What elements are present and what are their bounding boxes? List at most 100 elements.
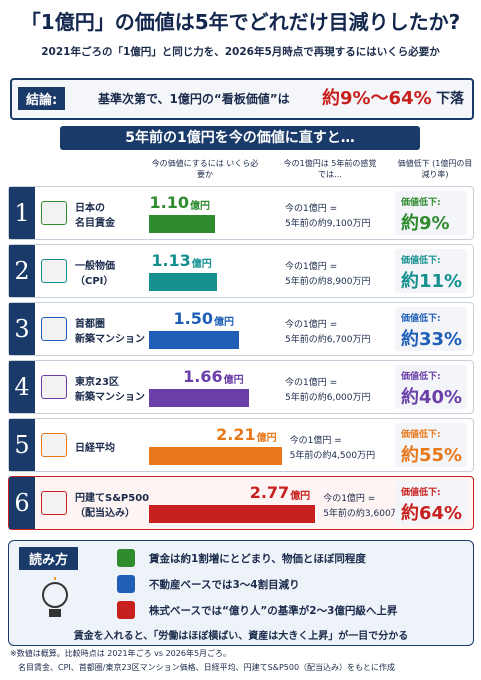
decline: 約33% xyxy=(401,329,463,350)
unit: 億円 xyxy=(191,259,212,270)
rank: 3 xyxy=(9,303,35,355)
amount: 2.21 xyxy=(216,425,256,444)
note: 名目賃金、CPI、首都圏/東京23区マンション価格、日経平均、円建てS&P500… xyxy=(18,663,395,672)
amount: 1.13 xyxy=(151,251,191,270)
decline: 約40% xyxy=(401,387,463,408)
row: 6 円建てS&P500 （配当込み） 2.77 億円 今の1億円 = 5年前の約3,600万… xyxy=(8,476,474,530)
column-header: 今の価値にするには いくら必要か xyxy=(151,159,259,179)
reading-box: 読み方 賃金は約1割増にとどまり、物価とほぼ同程度 不動産ベースでは3〜4割目減り… xyxy=(8,540,474,646)
item-name: 日経平均 xyxy=(75,443,115,454)
icon xyxy=(41,201,67,225)
item-name: 日本の xyxy=(75,203,105,214)
past-text: 5年前の約3,600万円 xyxy=(323,509,409,519)
subtitle: 2021年ごろの「1億円」と同じ力を、2026年5月時点で再現するにはいくら必要… xyxy=(41,46,440,58)
amount: 1.50 xyxy=(173,309,213,328)
past-text: 5年前の約8,900万円 xyxy=(285,277,371,287)
decline: 約55% xyxy=(401,445,463,466)
reading-title: 読み方 xyxy=(19,547,79,570)
past-text: 5年前の約9,100万円 xyxy=(285,219,371,229)
amount: 2.77 xyxy=(249,483,290,502)
point-icon xyxy=(117,549,135,567)
now-text: 今の1億円 = xyxy=(289,436,342,446)
icon xyxy=(41,491,67,515)
icon xyxy=(41,433,67,457)
decline-label: 価値低下: xyxy=(401,488,441,498)
bar xyxy=(149,215,215,233)
rank: 5 xyxy=(9,419,35,471)
column-header: 価値低下 (1億円の目減り率) xyxy=(397,159,473,179)
now-text: 今の1億円 = xyxy=(323,494,376,504)
bar xyxy=(149,505,316,523)
point: 不動産ベースでは3〜4割目減り xyxy=(149,579,300,591)
point-icon xyxy=(117,601,135,619)
rank: 4 xyxy=(9,361,35,413)
decline-label: 価値低下: xyxy=(401,314,441,324)
amount: 1.66 xyxy=(183,367,223,386)
point: 株式ベースでは“億り人”の基準が2〜3億円級へ上昇 xyxy=(149,605,398,617)
item-name: 新築マンション xyxy=(75,392,145,403)
row: 5 日経平均 2.21 億円 今の1億円 = 5年前の約4,500万円 価値低下: 約55% xyxy=(8,418,474,472)
unit: 億円 xyxy=(256,433,277,444)
item-name: （CPI） xyxy=(75,276,114,287)
now-text: 今の1億円 = xyxy=(285,204,338,214)
bar xyxy=(149,273,217,291)
now-text: 今の1億円 = xyxy=(285,262,338,272)
item-name: 首都圏 xyxy=(75,319,105,330)
unit: 億円 xyxy=(214,317,234,328)
icon xyxy=(41,259,67,283)
item-name: （配当込み） xyxy=(75,508,135,519)
decline: 約64% xyxy=(401,503,463,524)
icon xyxy=(41,317,67,341)
decline-box: 価値低下: 約11% xyxy=(395,249,467,293)
decline: 約9% xyxy=(401,213,450,234)
decline-label: 価値低下: xyxy=(401,198,441,208)
conclusion-highlight: 約9%〜64% xyxy=(322,88,432,109)
unit: 億円 xyxy=(190,201,210,212)
bar xyxy=(149,447,282,465)
decline: 約11% xyxy=(401,271,463,292)
conclusion-text: 基準次第で、1億円の“看板価値”は xyxy=(98,92,290,106)
decline-box: 価値低下: 約64% xyxy=(395,481,467,525)
rank: 6 xyxy=(9,477,35,529)
unit: 億円 xyxy=(290,491,311,502)
row: 3 首都圏新築マンション 1.50 億円 今の1億円 = 5年前の約6,700万円 価値低下… xyxy=(8,302,474,356)
amount: 1.10 xyxy=(149,193,189,212)
bar xyxy=(149,331,239,349)
conclusion-box: 結論: 基準次第で、1億円の“看板価値”は 約9%〜64% 下落 xyxy=(10,78,474,120)
conclusion-tail: 下落 xyxy=(436,91,464,107)
now-text: 今の1億円 = xyxy=(285,320,338,330)
item-name: 東京23区 xyxy=(75,377,119,388)
decline-box: 価値低下: 約40% xyxy=(395,365,467,409)
item-name: 新築マンション xyxy=(75,334,145,345)
point-icon xyxy=(117,575,135,593)
decline-box: 価値低下: 約9% xyxy=(395,191,467,235)
point: 賃金は約1割増にとどまり、物価とほぼ同程度 xyxy=(149,553,366,565)
row: 1 日本の名目賃金 1.10 億円 今の1億円 = 5年前の約9,100万円 価値低下: 約9… xyxy=(8,186,474,240)
row: 2 一般物価 （CPI） 1.13 億円 今の1億円 = 5年前の約8,900万円 価値低下:… xyxy=(8,244,474,298)
banner: 5年前の1億円を今の価値に直すと… xyxy=(60,126,420,150)
note: ※数値は概算。比較時点は 2021年ごろ vs 2026年5月ごろ。 xyxy=(10,649,232,658)
decline-box: 価値低下: 約33% xyxy=(395,307,467,351)
item-name: 円建てS&P500 xyxy=(75,493,150,504)
decline-box: 価値低下: 約55% xyxy=(395,423,467,467)
conclusion-label: 結論: xyxy=(18,87,66,110)
reading-summary: 賃金を入れると、「労働はほぼ横ばい、資産は大きく上昇」が一目で分かる xyxy=(73,631,409,642)
bar xyxy=(149,389,249,407)
unit: 億円 xyxy=(223,375,244,386)
past-text: 5年前の約4,500万円 xyxy=(289,451,376,461)
item-name: 名目賃金 xyxy=(75,218,115,229)
bulb-icon xyxy=(42,577,68,617)
now-text: 今の1億円 = xyxy=(285,378,338,388)
past-text: 5年前の約6,000万円 xyxy=(285,393,371,403)
icon xyxy=(41,375,67,399)
past-text: 5年前の約6,700万円 xyxy=(285,335,371,345)
rank: 1 xyxy=(9,187,35,239)
item-name: 一般物価 xyxy=(75,261,115,272)
decline-label: 価値低下: xyxy=(401,372,441,382)
title: 「1億円」の価値は5年でどれだけ目減りしたか? xyxy=(20,10,461,34)
decline-label: 価値低下: xyxy=(401,256,441,266)
column-header: 今の1億円は 5年前の感覚では… xyxy=(283,159,377,179)
rank: 2 xyxy=(9,245,35,297)
decline-label: 価値低下: xyxy=(401,430,441,440)
